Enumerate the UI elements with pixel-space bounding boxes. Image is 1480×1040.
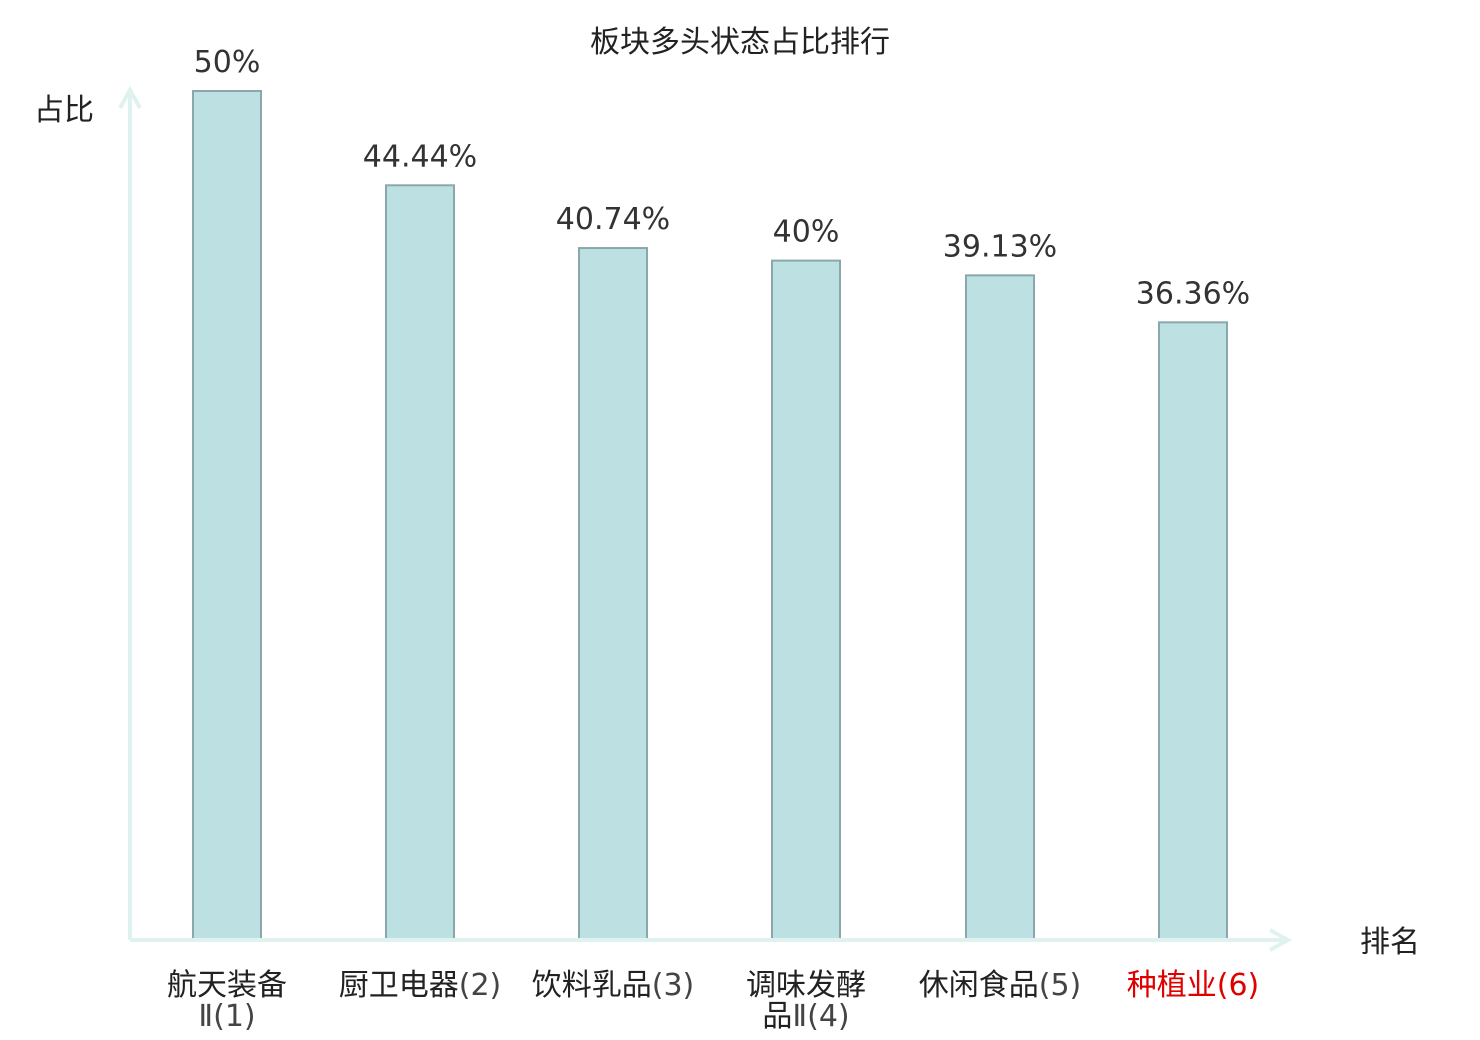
category-label-6: 种植业(6) xyxy=(1127,968,1260,1003)
bar-4 xyxy=(771,259,841,941)
bar-5 xyxy=(965,274,1035,940)
x-axis-label: 排名 xyxy=(1360,925,1420,960)
category-label-4: 品Ⅱ(4) xyxy=(762,999,849,1034)
category-label-4: 调味发酵 xyxy=(746,968,866,1003)
value-label-6: 36.36% xyxy=(1136,276,1250,311)
value-label-2: 44.44% xyxy=(363,139,477,174)
category-label-1: 航天装备 xyxy=(167,968,287,1003)
x-axis xyxy=(130,928,1293,952)
bar-2 xyxy=(385,184,455,940)
category-label-2: 厨卫电器(2) xyxy=(339,968,502,1003)
bar-1 xyxy=(192,90,262,940)
category-label-1: Ⅱ(1) xyxy=(198,999,255,1034)
y-axis-label: 占比 xyxy=(34,93,94,128)
chart-title: 板块多头状态占比排行 xyxy=(590,25,890,60)
value-label-5: 39.13% xyxy=(943,229,1057,264)
value-labels-group: 50% 44.44% 40.74% 40% 39.13% 36.36% xyxy=(194,45,1251,311)
value-label-3: 40.74% xyxy=(556,202,670,237)
bar-6 xyxy=(1158,321,1228,940)
value-label-4: 40% xyxy=(773,215,840,250)
value-label-1: 50% xyxy=(194,45,261,80)
category-label-3: 饮料乳品(3) xyxy=(532,968,695,1003)
y-axis xyxy=(118,85,142,940)
bar-3 xyxy=(578,247,648,940)
bars-group xyxy=(192,90,1228,941)
category-label-5: 休闲食品(5) xyxy=(919,968,1082,1003)
